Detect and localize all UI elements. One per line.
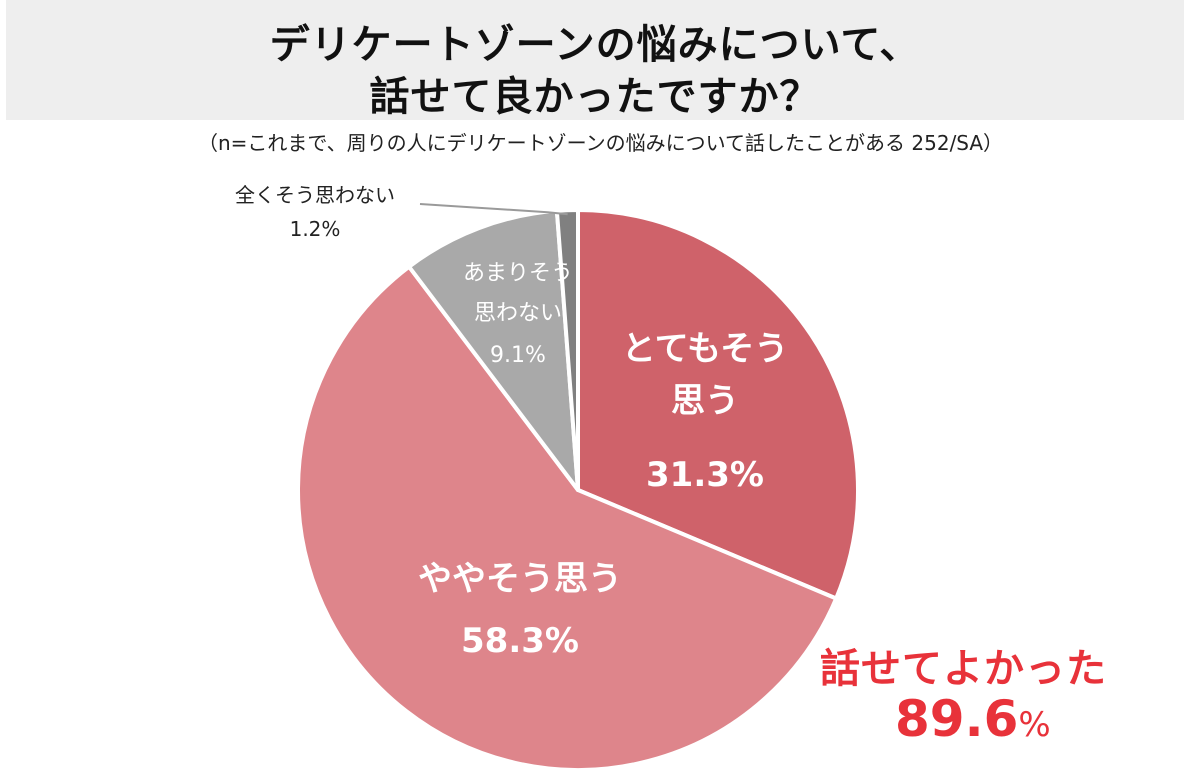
slice-category-label-1: とてもそう xyxy=(622,329,789,369)
slice-category-label-4: 全くそう思わない xyxy=(235,183,395,207)
pie-slice-2 xyxy=(296,264,839,772)
summary-label: 話せてよかった xyxy=(820,646,1107,692)
pie-slice-1 xyxy=(576,208,860,601)
pie-slice-4 xyxy=(554,208,580,492)
chart-title-line-1: デリケートゾーンの悩みについて、 xyxy=(269,22,921,68)
slice-value-label-4: 1.2% xyxy=(290,217,341,241)
title-banner: デリケートゾーンの悩みについて、 話せて良かったですか？ xyxy=(6,0,1184,120)
slice-category-label-3: 思わない xyxy=(474,301,562,326)
slice-category-label-3: あまりそう xyxy=(463,261,573,286)
chart-subtitle: （n=これまで、周りの人にデリケートゾーンの悩みについて話したことがある 252… xyxy=(198,131,1004,155)
leader-line xyxy=(419,203,568,216)
summary-value-unit: % xyxy=(1018,705,1051,745)
chart-title-line-2: 話せて良かったですか？ xyxy=(369,74,821,120)
slice-value-label-3: 9.1% xyxy=(490,343,546,368)
summary-value: 89.6% xyxy=(895,690,1051,748)
slice-value-label-1: 31.3% xyxy=(646,455,764,495)
slice-category-label-1: 思う xyxy=(671,381,739,421)
summary-value-number: 89.6 xyxy=(895,690,1019,748)
slice-value-label-2: 58.3% xyxy=(461,621,579,661)
slice-category-label-2: ややそう思う xyxy=(418,559,622,599)
